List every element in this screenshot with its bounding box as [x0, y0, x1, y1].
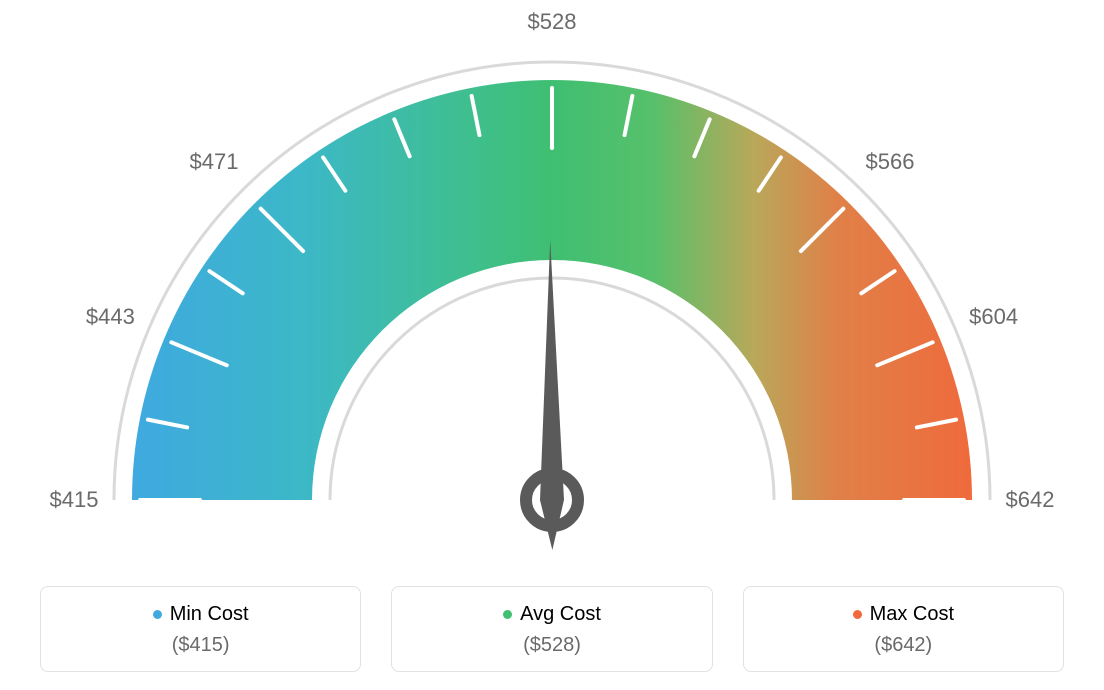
- legend-label-avg: Avg Cost: [520, 603, 601, 626]
- gauge-tick-label: $642: [1006, 487, 1055, 513]
- legend-card-max: Max Cost ($642): [743, 586, 1064, 672]
- legend-title-avg: Avg Cost: [503, 603, 601, 626]
- gauge-chart: $415 $443 $471 $528 $566 $604 $642: [0, 0, 1104, 560]
- legend-row: Min Cost ($415) Avg Cost ($528) Max Cost…: [0, 586, 1104, 672]
- gauge-tick-label: $415: [50, 487, 99, 513]
- gauge-needle: [540, 240, 564, 550]
- legend-title-min: Min Cost: [153, 603, 249, 626]
- gauge-tick-label: $604: [969, 304, 1018, 330]
- legend-label-min: Min Cost: [170, 603, 249, 626]
- legend-value-min: ($415): [51, 634, 350, 657]
- legend-value-max: ($642): [754, 634, 1053, 657]
- legend-dot-avg: [503, 610, 512, 619]
- gauge-tick-label: $443: [86, 304, 135, 330]
- legend-label-max: Max Cost: [870, 603, 954, 626]
- legend-dot-min: [153, 610, 162, 619]
- legend-card-min: Min Cost ($415): [40, 586, 361, 672]
- legend-value-avg: ($528): [402, 634, 701, 657]
- gauge-tick-label: $566: [866, 149, 915, 175]
- gauge-tick-label: $528: [528, 9, 577, 35]
- legend-dot-max: [853, 610, 862, 619]
- legend-title-max: Max Cost: [853, 603, 954, 626]
- legend-card-avg: Avg Cost ($528): [391, 586, 712, 672]
- gauge-svg: [0, 0, 1104, 560]
- gauge-tick-label: $471: [190, 149, 239, 175]
